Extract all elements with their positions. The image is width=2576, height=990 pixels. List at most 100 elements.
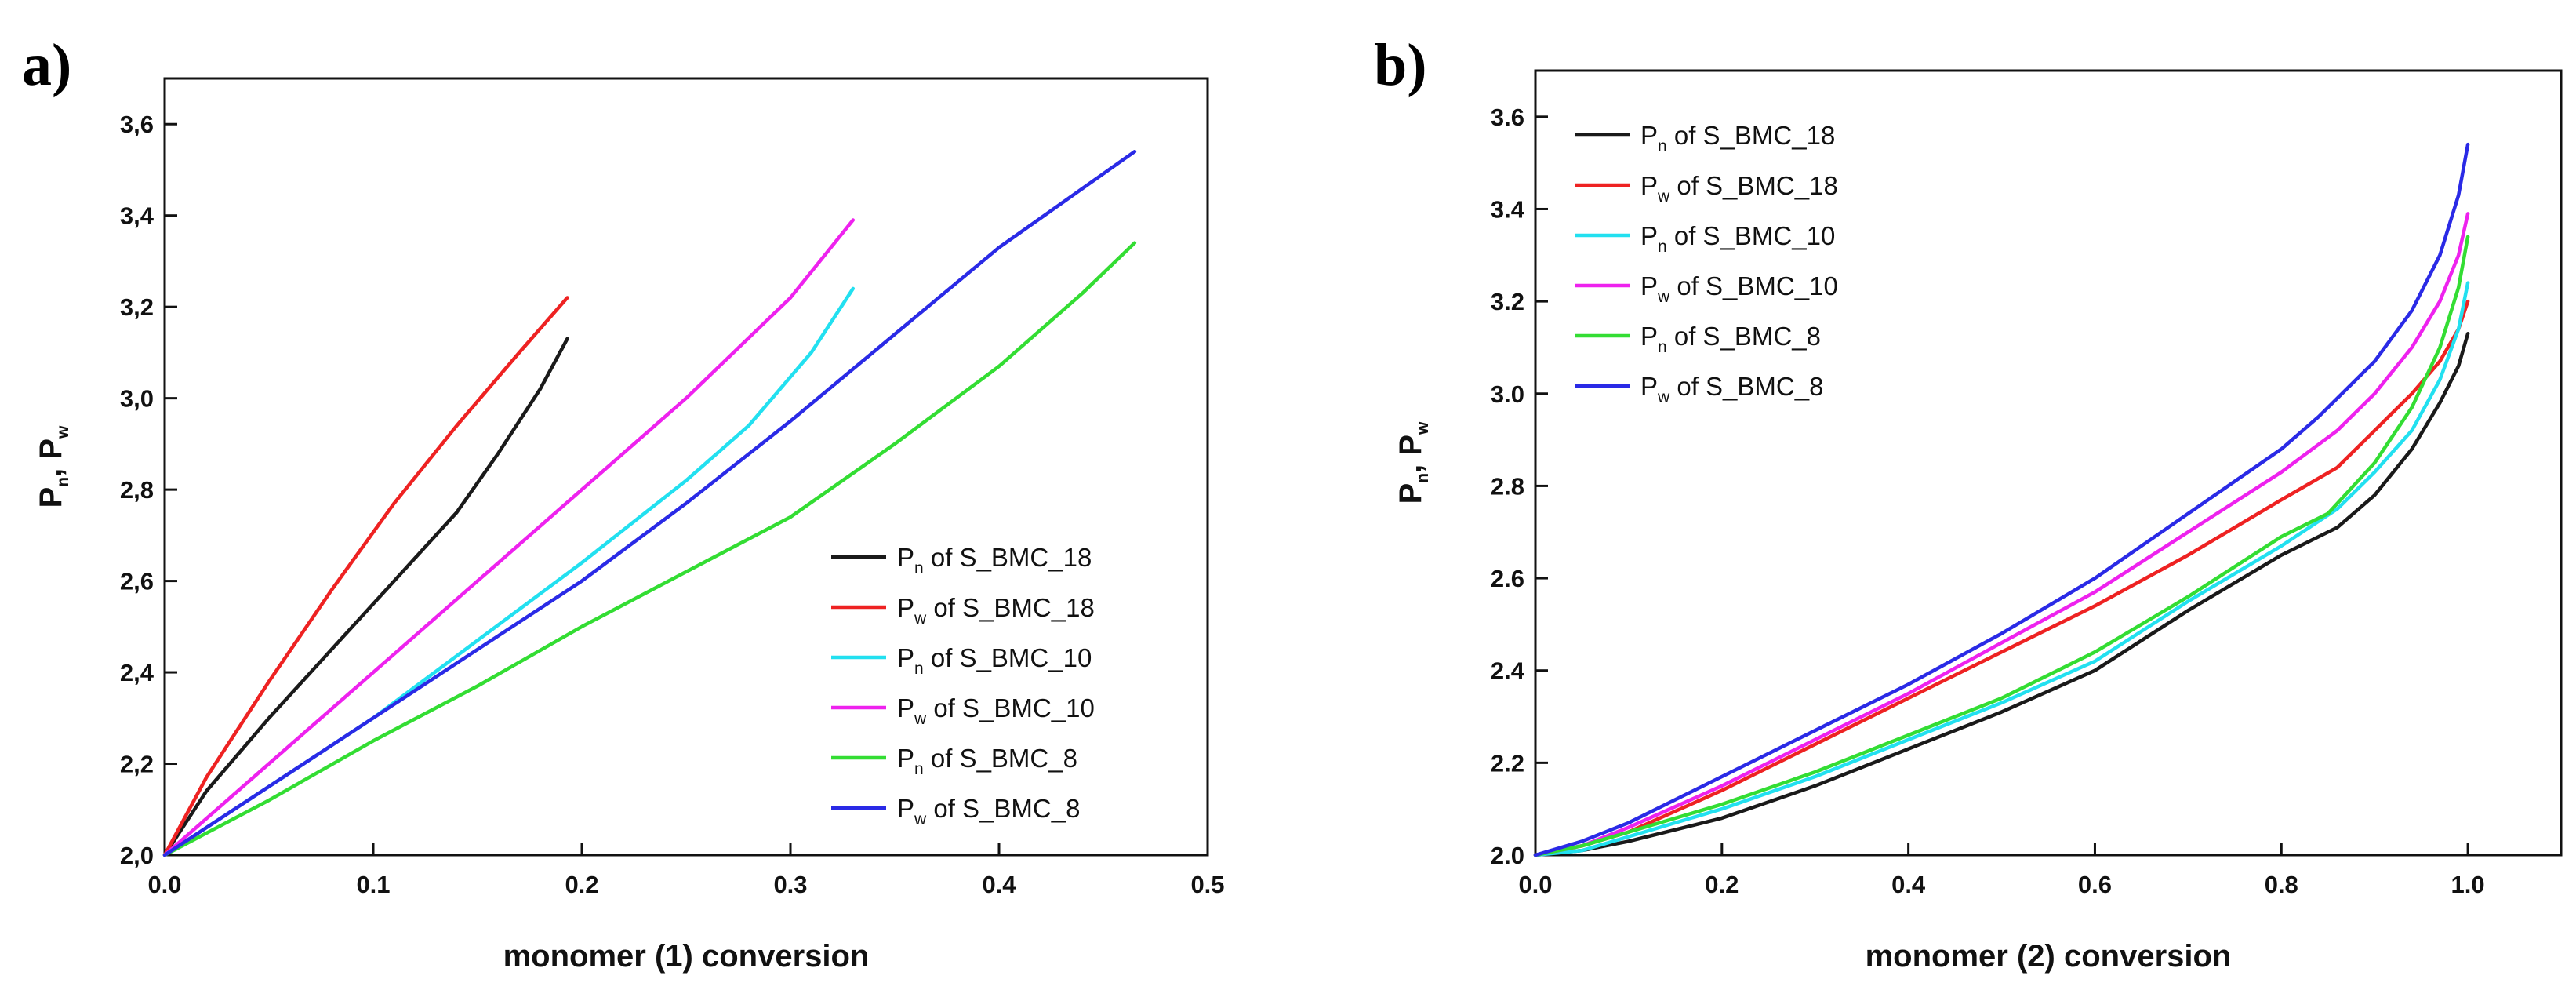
panel-b-y-tick-label: 2.6 — [1491, 565, 1524, 592]
legend-entry-main: P — [1640, 121, 1658, 150]
panel-a-y-tick-label: 2,8 — [120, 476, 154, 504]
legend-entry-rest: of S_BMC_8 — [926, 794, 1080, 823]
panel-a-y-axis: 2,0 2,2 2,4 2,6 2,8 3,0 3,2 3,4 3,6 — [120, 111, 177, 869]
panel-b-legend-entry-1: Pw of S_BMC_18 — [1640, 171, 1838, 206]
panel-b-y-axis-title: Pn, Pw — [1393, 421, 1432, 504]
legend-entry-main: P — [897, 643, 914, 672]
legend-entry-sub: n — [1658, 338, 1667, 356]
panel-a-y-tick-label: 3,2 — [120, 293, 154, 321]
panel-b-legend-entry-4: Pn of S_BMC_8 — [1640, 322, 1821, 356]
panel-b-series-line-2 — [1533, 281, 2470, 857]
panel-a-plot-frame — [163, 77, 1209, 857]
panel-b: b) 2.0 2.2 2.4 2.6 2.8 3.0 3.2 3.4 3.6 0.0 0.2 0.4… — [1374, 32, 2563, 974]
legend-entry-sub: w — [914, 710, 927, 728]
panel-b-y-axis-title-p1: P — [1393, 483, 1428, 504]
legend-entry-rest: of S_BMC_18 — [924, 543, 1092, 572]
legend-entry-sub: n — [914, 559, 924, 577]
panel-b-x-axis: 0.0 0.2 0.4 0.6 0.8 1.0 — [1518, 843, 2485, 898]
legend-entry-sub: w — [914, 810, 927, 828]
panel-a-legend-entry-1: Pw of S_BMC_18 — [897, 593, 1095, 628]
legend-entry-main: P — [897, 593, 914, 622]
legend-entry-sub: n — [1658, 137, 1667, 155]
legend-entry-main: P — [897, 543, 914, 572]
panel-a-series-line-3 — [162, 218, 856, 857]
legend-entry-rest: of S_BMC_8 — [924, 744, 1077, 773]
panel-a-y-tick-label: 3,0 — [120, 385, 154, 413]
legend-entry-main: P — [897, 744, 914, 773]
panel-b-x-tick-label: 0.2 — [1705, 871, 1739, 898]
panel-b-series-line-4 — [1533, 235, 2470, 857]
legend-entry-sub: w — [1657, 388, 1670, 406]
legend-entry-main: P — [1640, 271, 1658, 300]
panel-a-legend-entry-5: Pw of S_BMC_8 — [897, 794, 1080, 828]
legend-entry-main: P — [897, 794, 914, 823]
panel-a-y-axis-title-sub2: w — [54, 425, 72, 439]
legend-entry-sub: w — [1657, 288, 1670, 306]
legend-entry-rest: of S_BMC_8 — [1669, 372, 1823, 401]
panel-b-x-tick-label: 0.0 — [1518, 871, 1552, 898]
legend-entry-rest: of S_BMC_8 — [1667, 322, 1821, 351]
panel-b-y-axis-title-sub2: w — [1414, 421, 1432, 435]
panel-b-y-axis-title-sep: , — [1393, 456, 1428, 473]
legend-entry-sub: n — [914, 660, 924, 678]
panel-a-legend-entry-3: Pw of S_BMC_10 — [897, 693, 1095, 728]
panel-a-series — [162, 149, 1137, 857]
panel-a-series-line-2 — [162, 286, 856, 857]
legend-entry-main: P — [1640, 221, 1658, 250]
panel-b-x-tick-label: 1.0 — [2451, 871, 2485, 898]
panel-a-y-tick-label: 2,2 — [120, 751, 154, 778]
panel-a-x-tick-label: 0.2 — [565, 871, 598, 898]
panel-b-x-tick-label: 0.4 — [1891, 871, 1926, 898]
panel-b-legend-entry-0: Pn of S_BMC_18 — [1640, 121, 1835, 155]
legend-entry-sub: w — [1657, 187, 1670, 206]
panel-b-y-axis-title-sub1: n — [1414, 473, 1432, 483]
panel-a-x-tick-label: 0.1 — [356, 871, 390, 898]
panel-a-y-axis-title: Pn, Pw — [34, 425, 72, 508]
legend-entry-main: P — [1640, 171, 1658, 200]
panel-b-x-tick-label: 0.6 — [2078, 871, 2112, 898]
panel-a-series-line-5 — [162, 149, 1137, 857]
panel-a-y-tick-label: 3,6 — [120, 111, 154, 138]
panel-a-x-tick-label: 0.5 — [1190, 871, 1224, 898]
panel-b-legend-entry-3: Pw of S_BMC_10 — [1640, 271, 1838, 306]
panel-a-x-tick-label: 0.0 — [147, 871, 181, 898]
panel-b-y-tick-label: 2.2 — [1491, 749, 1524, 777]
panel-b-y-tick-label: 2.4 — [1491, 657, 1525, 685]
panel-a-x-axis: 0.0 0.1 0.2 0.3 0.4 0.5 — [147, 843, 1225, 898]
legend-entry-rest: of S_BMC_18 — [1669, 171, 1838, 200]
panel-b-x-axis-title: monomer (2) conversion — [1866, 939, 2232, 974]
panel-a-y-tick-label: 2,0 — [120, 842, 154, 869]
legend-entry-rest: of S_BMC_10 — [1667, 221, 1836, 250]
panel-b-legend-entry-5: Pw of S_BMC_8 — [1640, 372, 1823, 406]
panel-b-plot-frame — [1534, 69, 2563, 857]
panel-b-series-line-3 — [1533, 212, 2470, 857]
panel-a-label: a) — [22, 32, 71, 98]
panel-a-x-axis-title: monomer (1) conversion — [503, 939, 870, 974]
panel-b-y-tick-label: 3.0 — [1491, 380, 1524, 408]
panel-a-legend-entry-4: Pn of S_BMC_8 — [897, 744, 1077, 778]
panel-a-y-axis-title-sub1: n — [54, 477, 72, 487]
panel-b-y-axis-title-p2: P — [1393, 435, 1428, 456]
legend-entry-main: P — [1640, 322, 1658, 351]
legend-entry-rest: of S_BMC_10 — [926, 693, 1095, 722]
legend-entry-main: P — [1640, 372, 1658, 401]
panel-b-label: b) — [1374, 32, 1427, 98]
legend-entry-rest: of S_BMC_10 — [1669, 271, 1838, 300]
panel-b-y-tick-label: 2.8 — [1491, 472, 1524, 500]
panel-b-y-tick-label: 3.4 — [1491, 195, 1525, 223]
panel-a-series-line-4 — [162, 241, 1137, 857]
panel-a-y-tick-label: 2,4 — [120, 659, 154, 686]
panel-a-y-tick-label: 2,6 — [120, 568, 154, 595]
panel-a-legend-entry-2: Pn of S_BMC_10 — [897, 643, 1092, 678]
panel-b-y-tick-label: 3.6 — [1491, 104, 1524, 131]
panel-b-y-tick-label: 3.2 — [1491, 288, 1524, 315]
panel-b-series-line-5 — [1533, 142, 2470, 857]
legend-entry-rest: of S_BMC_18 — [926, 593, 1095, 622]
panel-b-y-tick-label: 2.0 — [1491, 842, 1524, 869]
panel-b-legend-entry-2: Pn of S_BMC_10 — [1640, 221, 1835, 256]
panel-a-y-axis-title-p1: P — [34, 487, 68, 508]
legend-entry-sub: w — [914, 610, 927, 628]
panel-a-series-line-1 — [162, 296, 569, 857]
